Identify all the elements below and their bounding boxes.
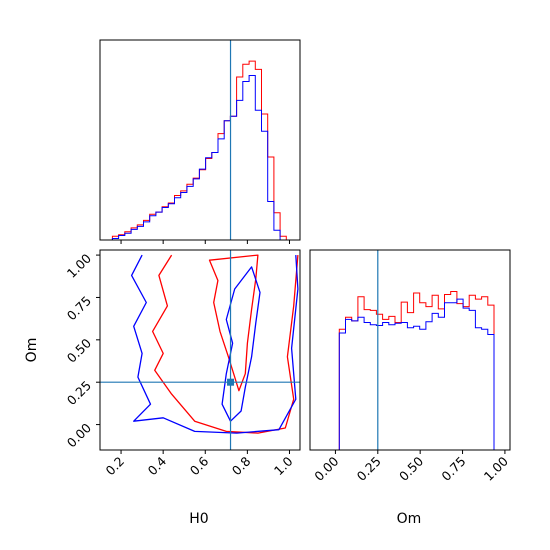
contour-outer-blue [130, 254, 299, 434]
om-hist-xtick-label: 1.00 [481, 453, 511, 483]
contour-xtick-label: 0.6 [187, 453, 212, 478]
contour-frame [99, 249, 301, 451]
h0-om-contour-panel: 0.2 0.4 0.6 0.8 1.0 0.00 0.25 0.50 0.75 1.00 [64, 249, 301, 479]
om-hist-xtick-label: 0.00 [311, 453, 341, 483]
y-axis-label-om: Om [24, 338, 40, 363]
h0-hist-frame [99, 39, 301, 241]
om-hist-frame [309, 249, 511, 451]
om-hist-xtick-label: 0.25 [354, 454, 384, 484]
contour-xtick-label: 1.0 [271, 453, 296, 478]
contour-ytick-label: 0.75 [64, 293, 94, 323]
contour-xtick-label: 0.2 [103, 454, 128, 479]
contour-xtick-label: 0.8 [229, 453, 254, 478]
contour-xtick-label: 0.4 [145, 453, 170, 478]
om-hist-xtick-label: 0.75 [438, 454, 468, 484]
om-marginal-panel: 0.00 0.25 0.50 0.75 1.00 [309, 249, 511, 484]
contour-ytick-label: 0.50 [64, 335, 94, 365]
x-axis-label-om: Om [397, 511, 422, 527]
om-hist-series-red [326, 291, 507, 451]
contour-lines [130, 254, 299, 434]
x-axis-label-h0: H0 [189, 511, 208, 527]
contour-ytick-label: 1.00 [64, 251, 94, 281]
contour-inner-red [208, 254, 259, 392]
h0-hist-series-red [100, 60, 299, 241]
h0-hist-series-blue [100, 75, 299, 241]
contour-truth-marker [227, 378, 235, 386]
h0-marginal-panel [99, 39, 301, 244]
contour-ytick-label: 0.25 [64, 378, 94, 408]
contour-ytick-label: 0.00 [64, 420, 94, 450]
contour-outer-red [151, 254, 299, 434]
om-hist-series-blue [326, 298, 507, 451]
om-hist-xtick-label: 0.50 [396, 453, 426, 483]
